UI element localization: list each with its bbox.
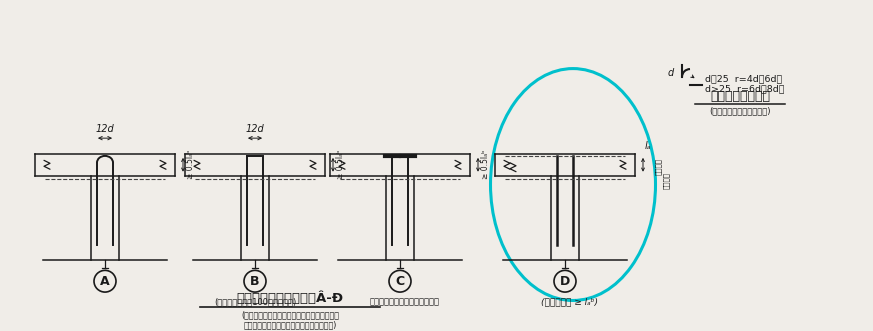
Text: 12d: 12d — [96, 124, 114, 134]
Text: 柱纵向钒筋端头加锦头（锶板）: 柱纵向钒筋端头加锦头（锶板） — [370, 297, 440, 306]
Text: (中柱杆头纵向钒筋构造分四种构造做法，施工: (中柱杆头纵向钒筋构造分四种构造做法，施工 — [241, 311, 339, 320]
Text: 中柱柱顶纵向钒筋构造Â-Ð: 中柱柱顶纵向钒筋构造Â-Ð — [237, 291, 343, 305]
Text: 柱顶标高: 柱顶标高 — [663, 172, 670, 189]
Text: D: D — [560, 275, 570, 288]
Text: B: B — [251, 275, 260, 288]
Text: d＜25  r=4d（6d）: d＜25 r=4d（6d） — [705, 74, 782, 83]
Text: 层顶标高: 层顶标高 — [655, 158, 662, 175]
Text: 纵向钒筋弯折要求: 纵向钒筋弯折要求 — [710, 90, 770, 103]
Text: (括号内为顶层边节点要求): (括号内为顶层边节点要求) — [709, 107, 771, 116]
Text: (当柱顶有不小于100厚的现浇板): (当柱顶有不小于100厚的现浇板) — [214, 297, 296, 306]
Text: ≥ 0.5lₐᵇ: ≥ 0.5lₐᵇ — [336, 150, 345, 179]
Text: lₐ: lₐ — [645, 141, 651, 151]
Text: (当直锦长度 ≥ lₐᵇ): (当直锦长度 ≥ lₐᵇ) — [541, 297, 599, 306]
Text: d: d — [668, 68, 674, 78]
Text: 12d: 12d — [245, 124, 265, 134]
Text: d>25  r=6d（8d）: d>25 r=6d（8d） — [705, 84, 785, 93]
Text: ≥ 0.5lₐᵇ: ≥ 0.5lₐᵇ — [186, 150, 195, 179]
Text: C: C — [395, 275, 404, 288]
Text: ≥ 0.5lₐᵇ: ≥ 0.5lₐᵇ — [481, 150, 490, 179]
Text: A: A — [100, 275, 110, 288]
Text: 人员应根据各种做法所要求的条件正确应用): 人员应根据各种做法所要求的条件正确应用) — [244, 321, 337, 330]
